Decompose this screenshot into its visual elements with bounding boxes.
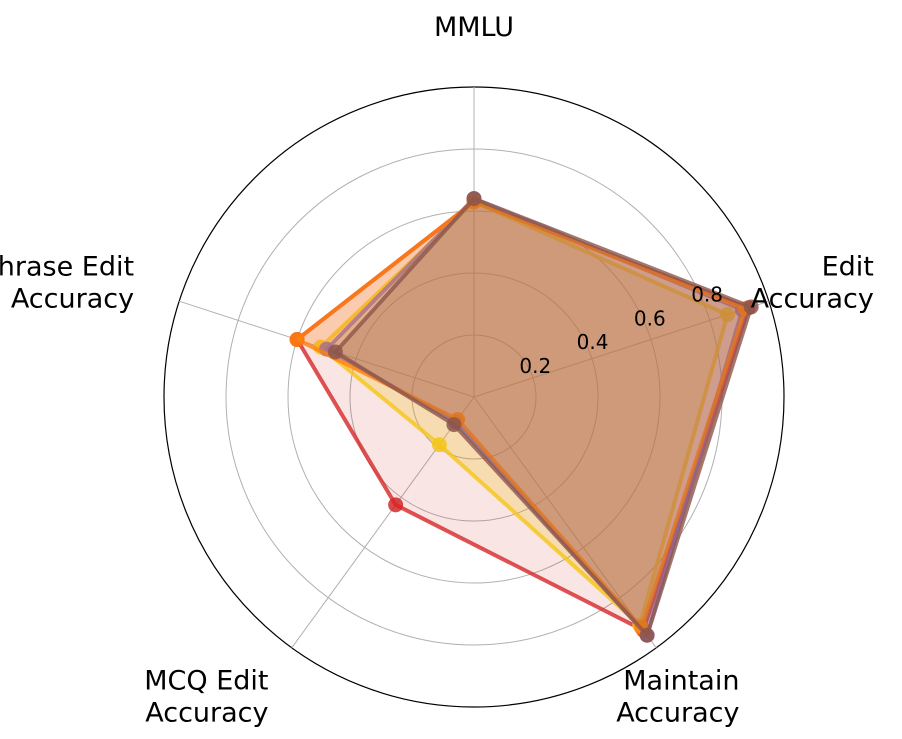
axis-label-3-line-0: MCQ Edit <box>144 665 268 696</box>
series-4-point-3 <box>446 417 462 433</box>
series-4-point-1 <box>743 299 759 315</box>
series-3-point-4 <box>289 332 305 348</box>
axis-label-2: Maintain Accuracy <box>616 665 739 728</box>
axis-label-1-line-1: Accuracy <box>751 284 874 315</box>
r-tick-label-1: 0.4 <box>577 330 609 354</box>
series-1-point-1 <box>720 307 736 323</box>
axis-label-3: MCQ Edit Accuracy <box>144 665 268 728</box>
series-layer <box>289 191 759 643</box>
series-4-point-4 <box>327 344 343 360</box>
axis-label-4-line-1: Accuracy <box>11 284 134 315</box>
spoke-1 <box>473 300 769 398</box>
series-3-polygon <box>295 199 748 630</box>
axis-label-0-line-0: MMLU <box>434 12 514 43</box>
series-4-point-0 <box>466 191 482 207</box>
axis-label-3-line-1: Accuracy <box>145 697 268 728</box>
axis-label-4-line-0: Paraphrase Edit <box>0 252 134 283</box>
series-0-point-3 <box>388 497 404 513</box>
series-1-polygon <box>318 199 730 628</box>
spoke-2 <box>473 396 657 649</box>
r-tick-label-2: 0.6 <box>634 306 666 330</box>
r-tick-label-3: 0.8 <box>691 283 723 307</box>
series-1-point-3 <box>431 437 447 453</box>
series-4-point-2 <box>639 627 655 643</box>
series-4 <box>327 191 759 643</box>
axis-label-0: MMLU <box>434 12 514 43</box>
axis-label-2-line-1: Accuracy <box>616 697 739 728</box>
axis-label-2-line-0: Maintain <box>623 665 739 696</box>
axis-label-1-line-0: Edit <box>822 252 874 283</box>
r-tick-label-0: 0.2 <box>519 354 551 378</box>
series-4-polygon <box>333 196 754 638</box>
axis-label-1: Edit Accuracy <box>751 252 874 315</box>
